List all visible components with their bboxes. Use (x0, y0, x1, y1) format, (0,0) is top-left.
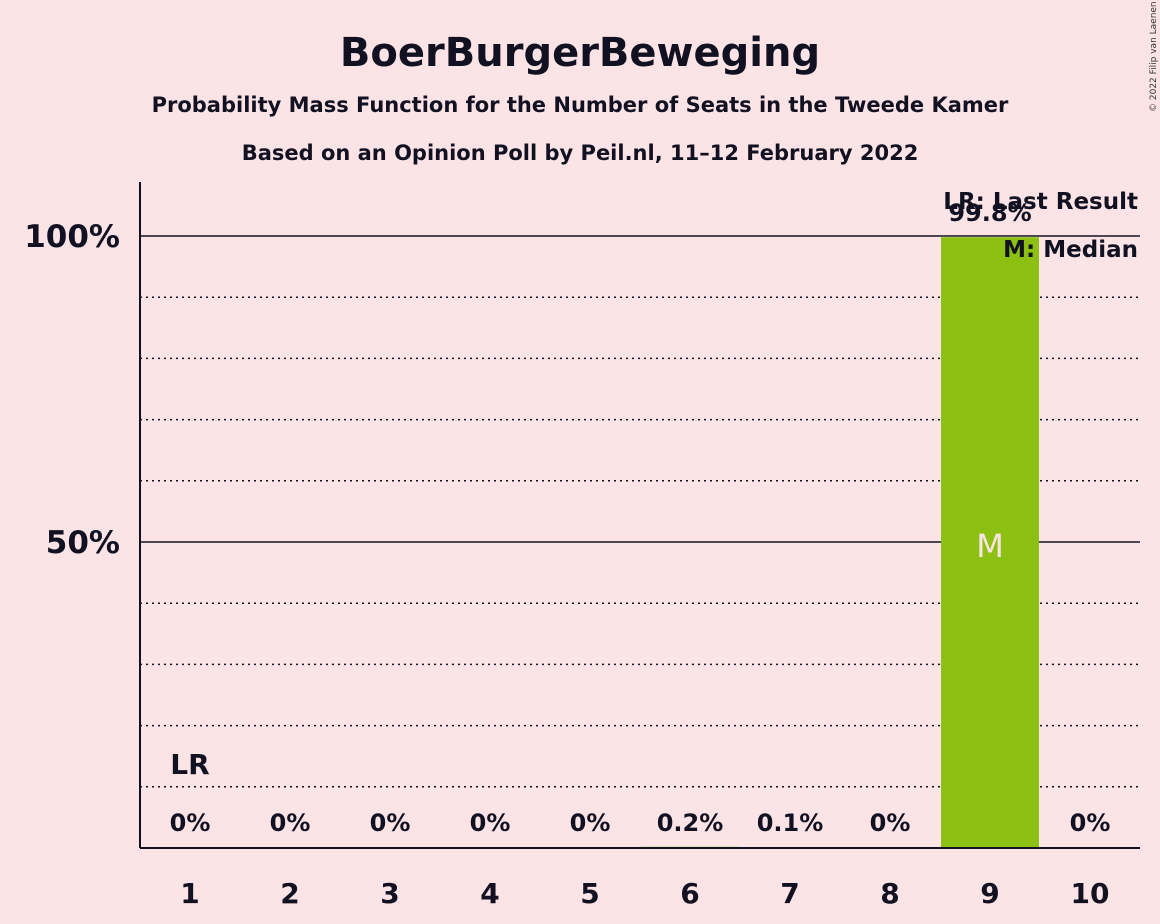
last-result-marker: LR (170, 748, 209, 781)
axes (139, 182, 1140, 849)
legend-last-result: LR: Last Result (943, 189, 1138, 215)
value-label: 0% (170, 809, 211, 837)
value-label: 0% (470, 809, 511, 837)
median-marker: M (976, 527, 1004, 565)
y-tick-label: 100% (24, 219, 120, 255)
x-tick-label: 2 (280, 877, 299, 910)
labels: 50%100%1 2 3 4 5 6 7 8 9 100% 0% 0% 0% 0% 0.2% 0.1% 0%99… (24, 199, 1110, 910)
value-label: 0.1% (757, 809, 824, 837)
legend-median: M: Median (1003, 237, 1138, 263)
x-tick-label: 5 (580, 877, 599, 910)
value-label: 0% (1070, 809, 1111, 837)
x-tick-label: 4 (480, 877, 499, 910)
y-tick-label: 50% (46, 525, 120, 561)
chart-subtitle: Probability Mass Function for the Number… (152, 93, 1009, 117)
x-tick-label: 8 (880, 877, 899, 910)
copyright-note: © 2022 Filip van Laenen (1149, 1, 1159, 112)
bar (941, 237, 1039, 848)
value-label: 0.2% (657, 809, 724, 837)
x-tick-label: 9 (980, 877, 999, 910)
value-label: 0% (270, 809, 311, 837)
value-label: 99.8% (948, 199, 1031, 227)
chart-title: BoerBurgerBeweging (340, 30, 820, 76)
value-label: 0% (870, 809, 911, 837)
chart-subtitle-source: Based on an Opinion Poll by Peil.nl, 11–… (242, 141, 919, 165)
x-tick-label: 6 (680, 877, 699, 910)
x-tick-label: 1 (180, 877, 199, 910)
x-tick-label: 3 (380, 877, 399, 910)
gridlines (140, 235, 1140, 788)
x-tick-label: 7 (780, 877, 799, 910)
x-tick-label: 10 (1071, 877, 1110, 910)
value-label: 0% (370, 809, 411, 837)
value-label: 0% (570, 809, 611, 837)
